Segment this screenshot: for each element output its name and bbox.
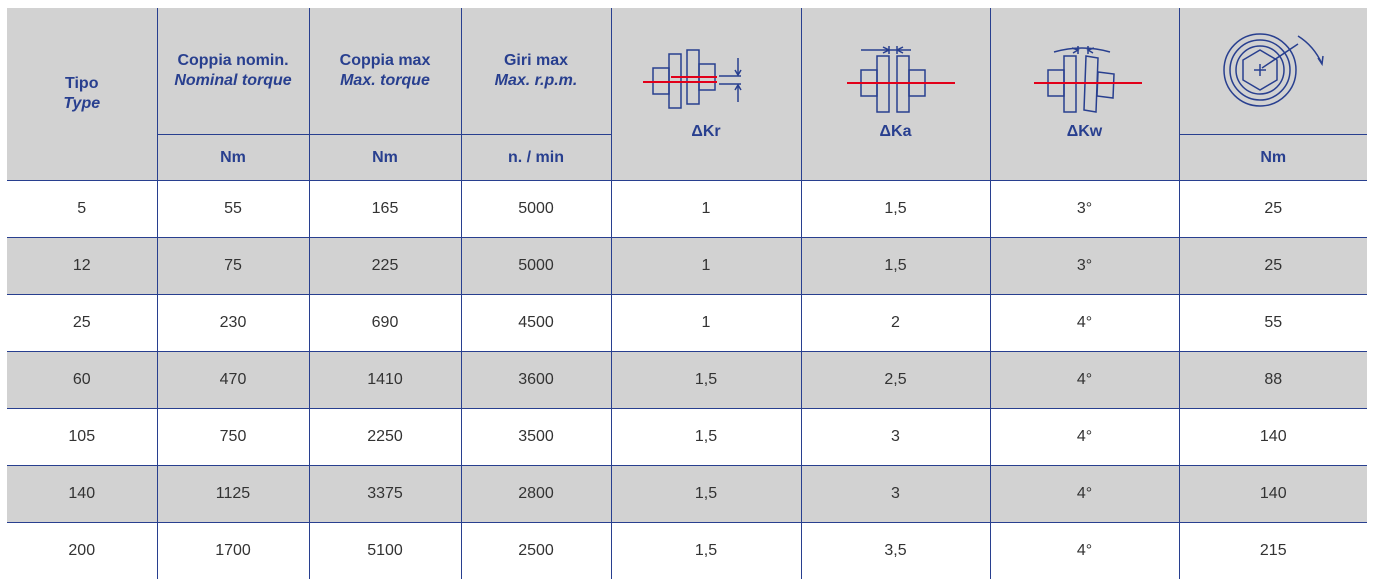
cell-kr: 1: [611, 181, 801, 238]
table-row: 105 750 2250 3500 1,5 3 4° 140: [7, 409, 1367, 466]
cell-ka: 1,5: [801, 238, 990, 295]
cell-kr: 1: [611, 238, 801, 295]
header-nominal-label: Coppia nomin.: [177, 52, 288, 69]
header-radial-misalignment: ΔKr: [611, 8, 801, 181]
header-nominal-torque: Coppia nomin. Nominal torque: [157, 8, 309, 135]
cell-screw-torque: 25: [1179, 181, 1367, 238]
unit-screw-torque: Nm: [1179, 135, 1367, 181]
header-tipo: Tipo Type: [7, 8, 157, 181]
cell-kw: 4°: [990, 409, 1179, 466]
cell-screw-torque: 25: [1179, 238, 1367, 295]
cell-kw: 4°: [990, 295, 1179, 352]
cell-max-torque: 2250: [309, 409, 461, 466]
header-max-rpm: Giri max Max. r.p.m.: [461, 8, 611, 135]
cell-max-rpm: 3500: [461, 409, 611, 466]
cell-kr: 1,5: [611, 409, 801, 466]
coupling-spec-table: Tipo Type Coppia nomin. Nominal torque C…: [7, 8, 1367, 579]
cell-kw: 3°: [990, 181, 1179, 238]
cell-tipo: 12: [7, 238, 157, 295]
header-tipo-label-en: Type: [63, 95, 100, 112]
cell-tipo: 200: [7, 523, 157, 579]
cell-nominal: 470: [157, 352, 309, 409]
header-angular-misalignment: ΔKw: [990, 8, 1179, 181]
table-row: 60 470 1410 3600 1,5 2,5 4° 88: [7, 352, 1367, 409]
unit-nominal: Nm: [157, 135, 309, 181]
header-screw-torque: [1179, 8, 1367, 135]
cell-kr: 1: [611, 295, 801, 352]
cell-screw-torque: 215: [1179, 523, 1367, 579]
cell-nominal: 1125: [157, 466, 309, 523]
screw-tightening-torque-icon: [1198, 26, 1348, 116]
cell-kw: 4°: [990, 352, 1179, 409]
cell-ka: 3,5: [801, 523, 990, 579]
header-max-torque: Coppia max Max. torque: [309, 8, 461, 135]
cell-kw: 4°: [990, 466, 1179, 523]
kr-symbol: ΔKr: [612, 122, 801, 142]
cell-max-torque: 690: [309, 295, 461, 352]
table-row: 25 230 690 4500 1 2 4° 55: [7, 295, 1367, 352]
angular-misalignment-icon: [1020, 46, 1150, 116]
cell-kr: 1,5: [611, 523, 801, 579]
cell-nominal: 55: [157, 181, 309, 238]
cell-kw: 3°: [990, 238, 1179, 295]
cell-kr: 1,5: [611, 352, 801, 409]
header-max-rpm-label: Giri max: [504, 52, 568, 69]
cell-ka: 3: [801, 409, 990, 466]
cell-max-rpm: 2800: [461, 466, 611, 523]
unit-max-rpm: n. / min: [461, 135, 611, 181]
unit-max-torque: Nm: [309, 135, 461, 181]
cell-nominal: 1700: [157, 523, 309, 579]
cell-ka: 3: [801, 466, 990, 523]
kw-symbol: ΔKw: [991, 122, 1179, 142]
header-nominal-label-en: Nominal torque: [174, 72, 291, 89]
table-row: 200 1700 5100 2500 1,5 3,5 4° 215: [7, 523, 1367, 579]
table-row: 12 75 225 5000 1 1,5 3° 25: [7, 238, 1367, 295]
cell-max-rpm: 4500: [461, 295, 611, 352]
table-row: 5 55 165 5000 1 1,5 3° 25: [7, 181, 1367, 238]
header-max-rpm-label-en: Max. r.p.m.: [495, 72, 578, 89]
cell-max-rpm: 2500: [461, 523, 611, 579]
header-tipo-label: Tipo: [65, 75, 98, 92]
cell-max-rpm: 5000: [461, 238, 611, 295]
header-axial-misalignment: ΔKa: [801, 8, 990, 181]
cell-max-rpm: 3600: [461, 352, 611, 409]
radial-misalignment-icon: [641, 46, 771, 116]
header-max-torque-label-en: Max. torque: [340, 72, 430, 89]
cell-nominal: 750: [157, 409, 309, 466]
cell-screw-torque: 55: [1179, 295, 1367, 352]
axial-misalignment-icon: [831, 46, 961, 116]
cell-kw: 4°: [990, 523, 1179, 579]
cell-max-torque: 5100: [309, 523, 461, 579]
ka-symbol: ΔKa: [802, 122, 990, 142]
cell-tipo: 60: [7, 352, 157, 409]
cell-max-torque: 1410: [309, 352, 461, 409]
cell-nominal: 230: [157, 295, 309, 352]
cell-tipo: 25: [7, 295, 157, 352]
cell-screw-torque: 140: [1179, 409, 1367, 466]
cell-kr: 1,5: [611, 466, 801, 523]
cell-tipo: 140: [7, 466, 157, 523]
cell-ka: 1,5: [801, 181, 990, 238]
cell-tipo: 5: [7, 181, 157, 238]
cell-nominal: 75: [157, 238, 309, 295]
table-row: 140 1125 3375 2800 1,5 3 4° 140: [7, 466, 1367, 523]
cell-max-rpm: 5000: [461, 181, 611, 238]
cell-screw-torque: 88: [1179, 352, 1367, 409]
cell-ka: 2: [801, 295, 990, 352]
cell-max-torque: 165: [309, 181, 461, 238]
cell-screw-torque: 140: [1179, 466, 1367, 523]
header-max-torque-label: Coppia max: [340, 52, 431, 69]
cell-tipo: 105: [7, 409, 157, 466]
cell-ka: 2,5: [801, 352, 990, 409]
cell-max-torque: 225: [309, 238, 461, 295]
cell-max-torque: 3375: [309, 466, 461, 523]
